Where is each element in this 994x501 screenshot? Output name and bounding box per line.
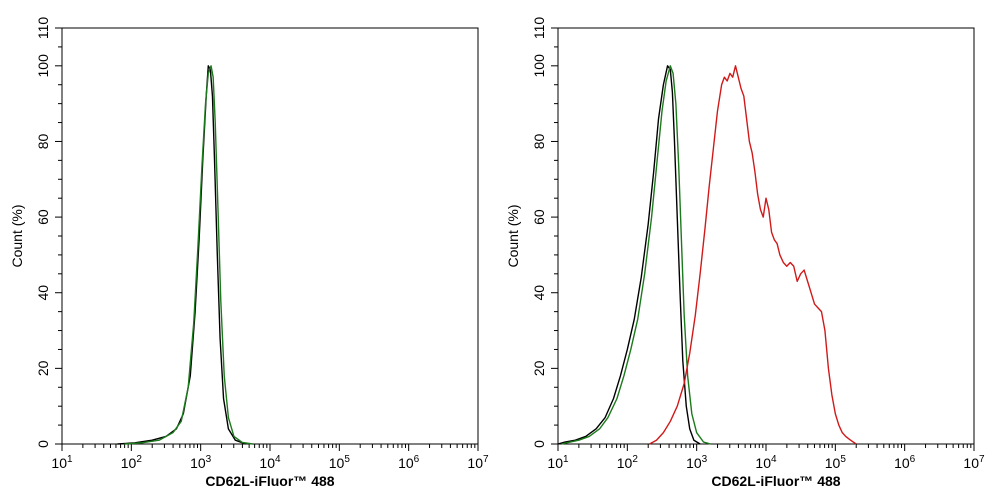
right-x-tick-label: 103 — [686, 454, 708, 471]
left-x-tick-label: 105 — [329, 454, 351, 471]
right-y-tick-label: 60 — [531, 209, 547, 225]
left-x-tick-label: 103 — [190, 454, 212, 471]
left-x-tick-label: 102 — [121, 454, 143, 471]
left-x-tick-label: 101 — [51, 454, 73, 471]
left-x-axis-title: CD62L-iFluor™ 488 — [205, 473, 334, 489]
right-y-tick-label: 20 — [531, 360, 547, 376]
left-series-group — [117, 65, 253, 445]
left-y-tick-label: 100 — [35, 54, 51, 78]
right-y-tick-label: 100 — [531, 54, 547, 78]
right-x-axis-title: CD62L-iFluor™ 488 — [711, 473, 840, 489]
left-x-tick-label: 104 — [259, 454, 281, 471]
left-series-green-line — [124, 65, 253, 445]
left-y-axis: 0 20 40 60 80 100 110 — [35, 17, 62, 448]
right-x-tick-label: 107 — [963, 454, 985, 471]
left-x-axis: 101 102 103 104 105 106 107 — [51, 444, 489, 471]
left-histogram-panel: 0 20 40 60 80 100 110 101 102 103 104 105 106 107 CD… — [9, 17, 489, 489]
right-x-tick-label: 102 — [617, 454, 639, 471]
right-series-group — [557, 65, 857, 445]
right-y-axis: 0 20 40 60 80 100 110 — [531, 17, 558, 448]
right-series-red-line — [649, 65, 857, 445]
right-x-axis: 101 102 103 104 105 106 107 — [547, 444, 985, 471]
left-x-tick-label: 106 — [398, 454, 420, 471]
right-histogram-panel: 0 20 40 60 80 100 110 101 102 103 104 105 106 107 CD… — [505, 17, 985, 489]
right-series-green-line — [561, 65, 711, 445]
left-y-tick-label: 0 — [35, 440, 51, 448]
left-y-tick-label: 20 — [35, 360, 51, 376]
left-series-black-line — [117, 65, 246, 445]
right-x-tick-label: 106 — [894, 454, 916, 471]
right-series-black-line — [557, 65, 701, 445]
left-plot-frame — [61, 27, 479, 445]
right-plot-frame — [557, 27, 975, 445]
left-y-tick-label: 110 — [35, 17, 51, 40]
right-y-tick-label: 110 — [531, 17, 547, 40]
left-y-tick-label: 60 — [35, 209, 51, 225]
left-y-tick-label: 40 — [35, 285, 51, 301]
right-y-axis-title: Count (%) — [505, 204, 521, 267]
right-x-tick-label: 105 — [825, 454, 847, 471]
left-y-axis-title: Count (%) — [9, 204, 25, 267]
left-y-tick-label: 80 — [35, 133, 51, 149]
right-y-tick-label: 40 — [531, 285, 547, 301]
left-x-tick-label: 107 — [467, 454, 489, 471]
right-x-tick-label: 101 — [547, 454, 569, 471]
right-y-tick-label: 0 — [531, 440, 547, 448]
right-y-tick-label: 80 — [531, 133, 547, 149]
right-x-tick-label: 104 — [755, 454, 777, 471]
